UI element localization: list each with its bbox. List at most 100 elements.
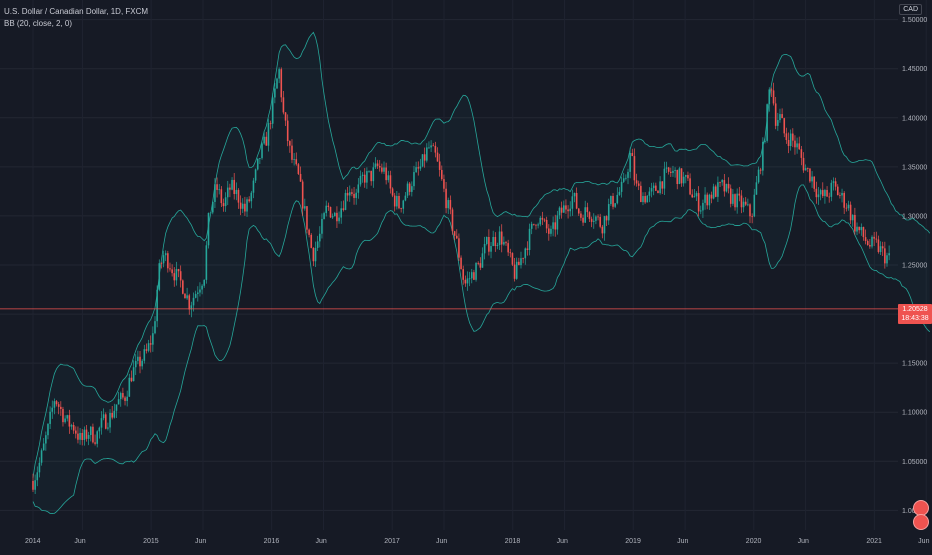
candle-body xyxy=(353,193,355,198)
candle-body xyxy=(119,393,122,400)
candle-body xyxy=(886,255,888,264)
candle-body xyxy=(665,167,668,169)
candle-body xyxy=(702,202,704,211)
candle-body xyxy=(184,293,186,299)
candle-body xyxy=(430,145,432,148)
candle-body xyxy=(794,140,796,148)
candle-body xyxy=(680,168,683,184)
candle-body xyxy=(385,167,387,181)
candle-body xyxy=(727,183,730,189)
candle-body xyxy=(393,195,396,207)
candle-body xyxy=(582,217,584,223)
candle-body xyxy=(62,408,64,423)
candle-body xyxy=(115,404,118,411)
price-tick-label: 1.15000 xyxy=(902,361,927,368)
candle-body xyxy=(710,194,713,199)
candle-body xyxy=(188,295,191,310)
candle-body xyxy=(122,393,124,398)
candle-body xyxy=(107,427,109,429)
candle-body xyxy=(259,158,261,159)
candle-body xyxy=(714,186,717,197)
candle-body xyxy=(348,192,351,196)
candle-body xyxy=(817,194,820,198)
candle-body xyxy=(205,245,208,280)
candle-body xyxy=(631,153,634,157)
bollinger-lower xyxy=(32,184,931,514)
candle-body xyxy=(408,183,411,192)
candle-body xyxy=(470,272,473,279)
candle-body xyxy=(331,216,334,218)
candle-body xyxy=(798,143,801,150)
candle-body xyxy=(481,253,484,268)
symbol-title[interactable]: U.S. Dollar / Canadian Dollar, 1D, FXCM xyxy=(4,7,149,16)
candle-body xyxy=(68,415,71,427)
candle-body xyxy=(284,112,287,121)
candle-body xyxy=(231,179,233,190)
candle-body xyxy=(160,263,163,264)
candle-body xyxy=(511,253,514,265)
candles xyxy=(32,67,890,494)
candle-body xyxy=(441,169,443,180)
candle-body xyxy=(156,289,158,322)
candle-body xyxy=(436,152,439,162)
candle-body xyxy=(209,212,212,214)
candle-body xyxy=(620,181,623,192)
candle-body xyxy=(462,269,465,280)
candle-body xyxy=(211,201,214,213)
candle-body xyxy=(94,442,96,444)
candle-body xyxy=(169,268,171,270)
candle-body xyxy=(145,349,148,351)
candle-body xyxy=(190,305,193,310)
candle-body xyxy=(389,175,392,189)
price-tick-label: 1.35000 xyxy=(902,164,927,171)
candle-body xyxy=(740,195,743,208)
candle-body xyxy=(526,248,529,250)
indicator-title[interactable]: BB (20, close, 2, 0) xyxy=(4,19,73,28)
candle-body xyxy=(875,238,878,240)
candle-body xyxy=(618,191,621,195)
candle-body xyxy=(586,207,589,213)
candle-body xyxy=(614,203,616,207)
candle-body xyxy=(858,226,860,231)
candle-body xyxy=(162,255,165,264)
candle-body xyxy=(423,154,426,161)
candle-body xyxy=(45,435,47,444)
candle-body xyxy=(197,292,199,294)
candle-body xyxy=(533,223,535,225)
candle-body xyxy=(282,97,285,113)
candle-body xyxy=(777,120,779,126)
candle-body xyxy=(507,243,509,253)
earnings-flag-icon[interactable] xyxy=(913,514,929,530)
candle-body xyxy=(381,167,383,172)
candle-body xyxy=(342,208,345,210)
candle-body xyxy=(483,244,486,254)
candle-body xyxy=(869,244,871,247)
candle-body xyxy=(535,224,537,226)
time-tick-label: Jun xyxy=(798,538,809,545)
time-axis[interactable]: 2014 Jun 2015 Jun 2016 Jun 2017 Jun 2018 Jun 2019 J… xyxy=(25,538,930,545)
candle-body xyxy=(194,293,197,298)
candle-body xyxy=(297,164,300,174)
candle-body xyxy=(177,269,180,272)
candle-body xyxy=(72,425,75,431)
candle-body xyxy=(147,343,150,351)
candle-body xyxy=(832,181,835,183)
candle-body xyxy=(488,236,490,252)
candle-body xyxy=(455,235,458,239)
candle-body xyxy=(453,231,456,236)
currency-label[interactable]: CAD xyxy=(899,4,922,15)
candle-body xyxy=(642,196,644,203)
candle-body xyxy=(757,169,760,183)
candle-body xyxy=(747,204,749,206)
candle-body xyxy=(785,133,788,141)
candle-body xyxy=(411,186,413,192)
candle-body xyxy=(32,480,34,490)
candle-body xyxy=(167,253,169,269)
candle-body xyxy=(655,185,657,191)
candle-body xyxy=(51,407,54,412)
time-tick-label: 2020 xyxy=(746,538,762,545)
candle-body xyxy=(301,181,304,209)
candle-body xyxy=(687,175,689,179)
